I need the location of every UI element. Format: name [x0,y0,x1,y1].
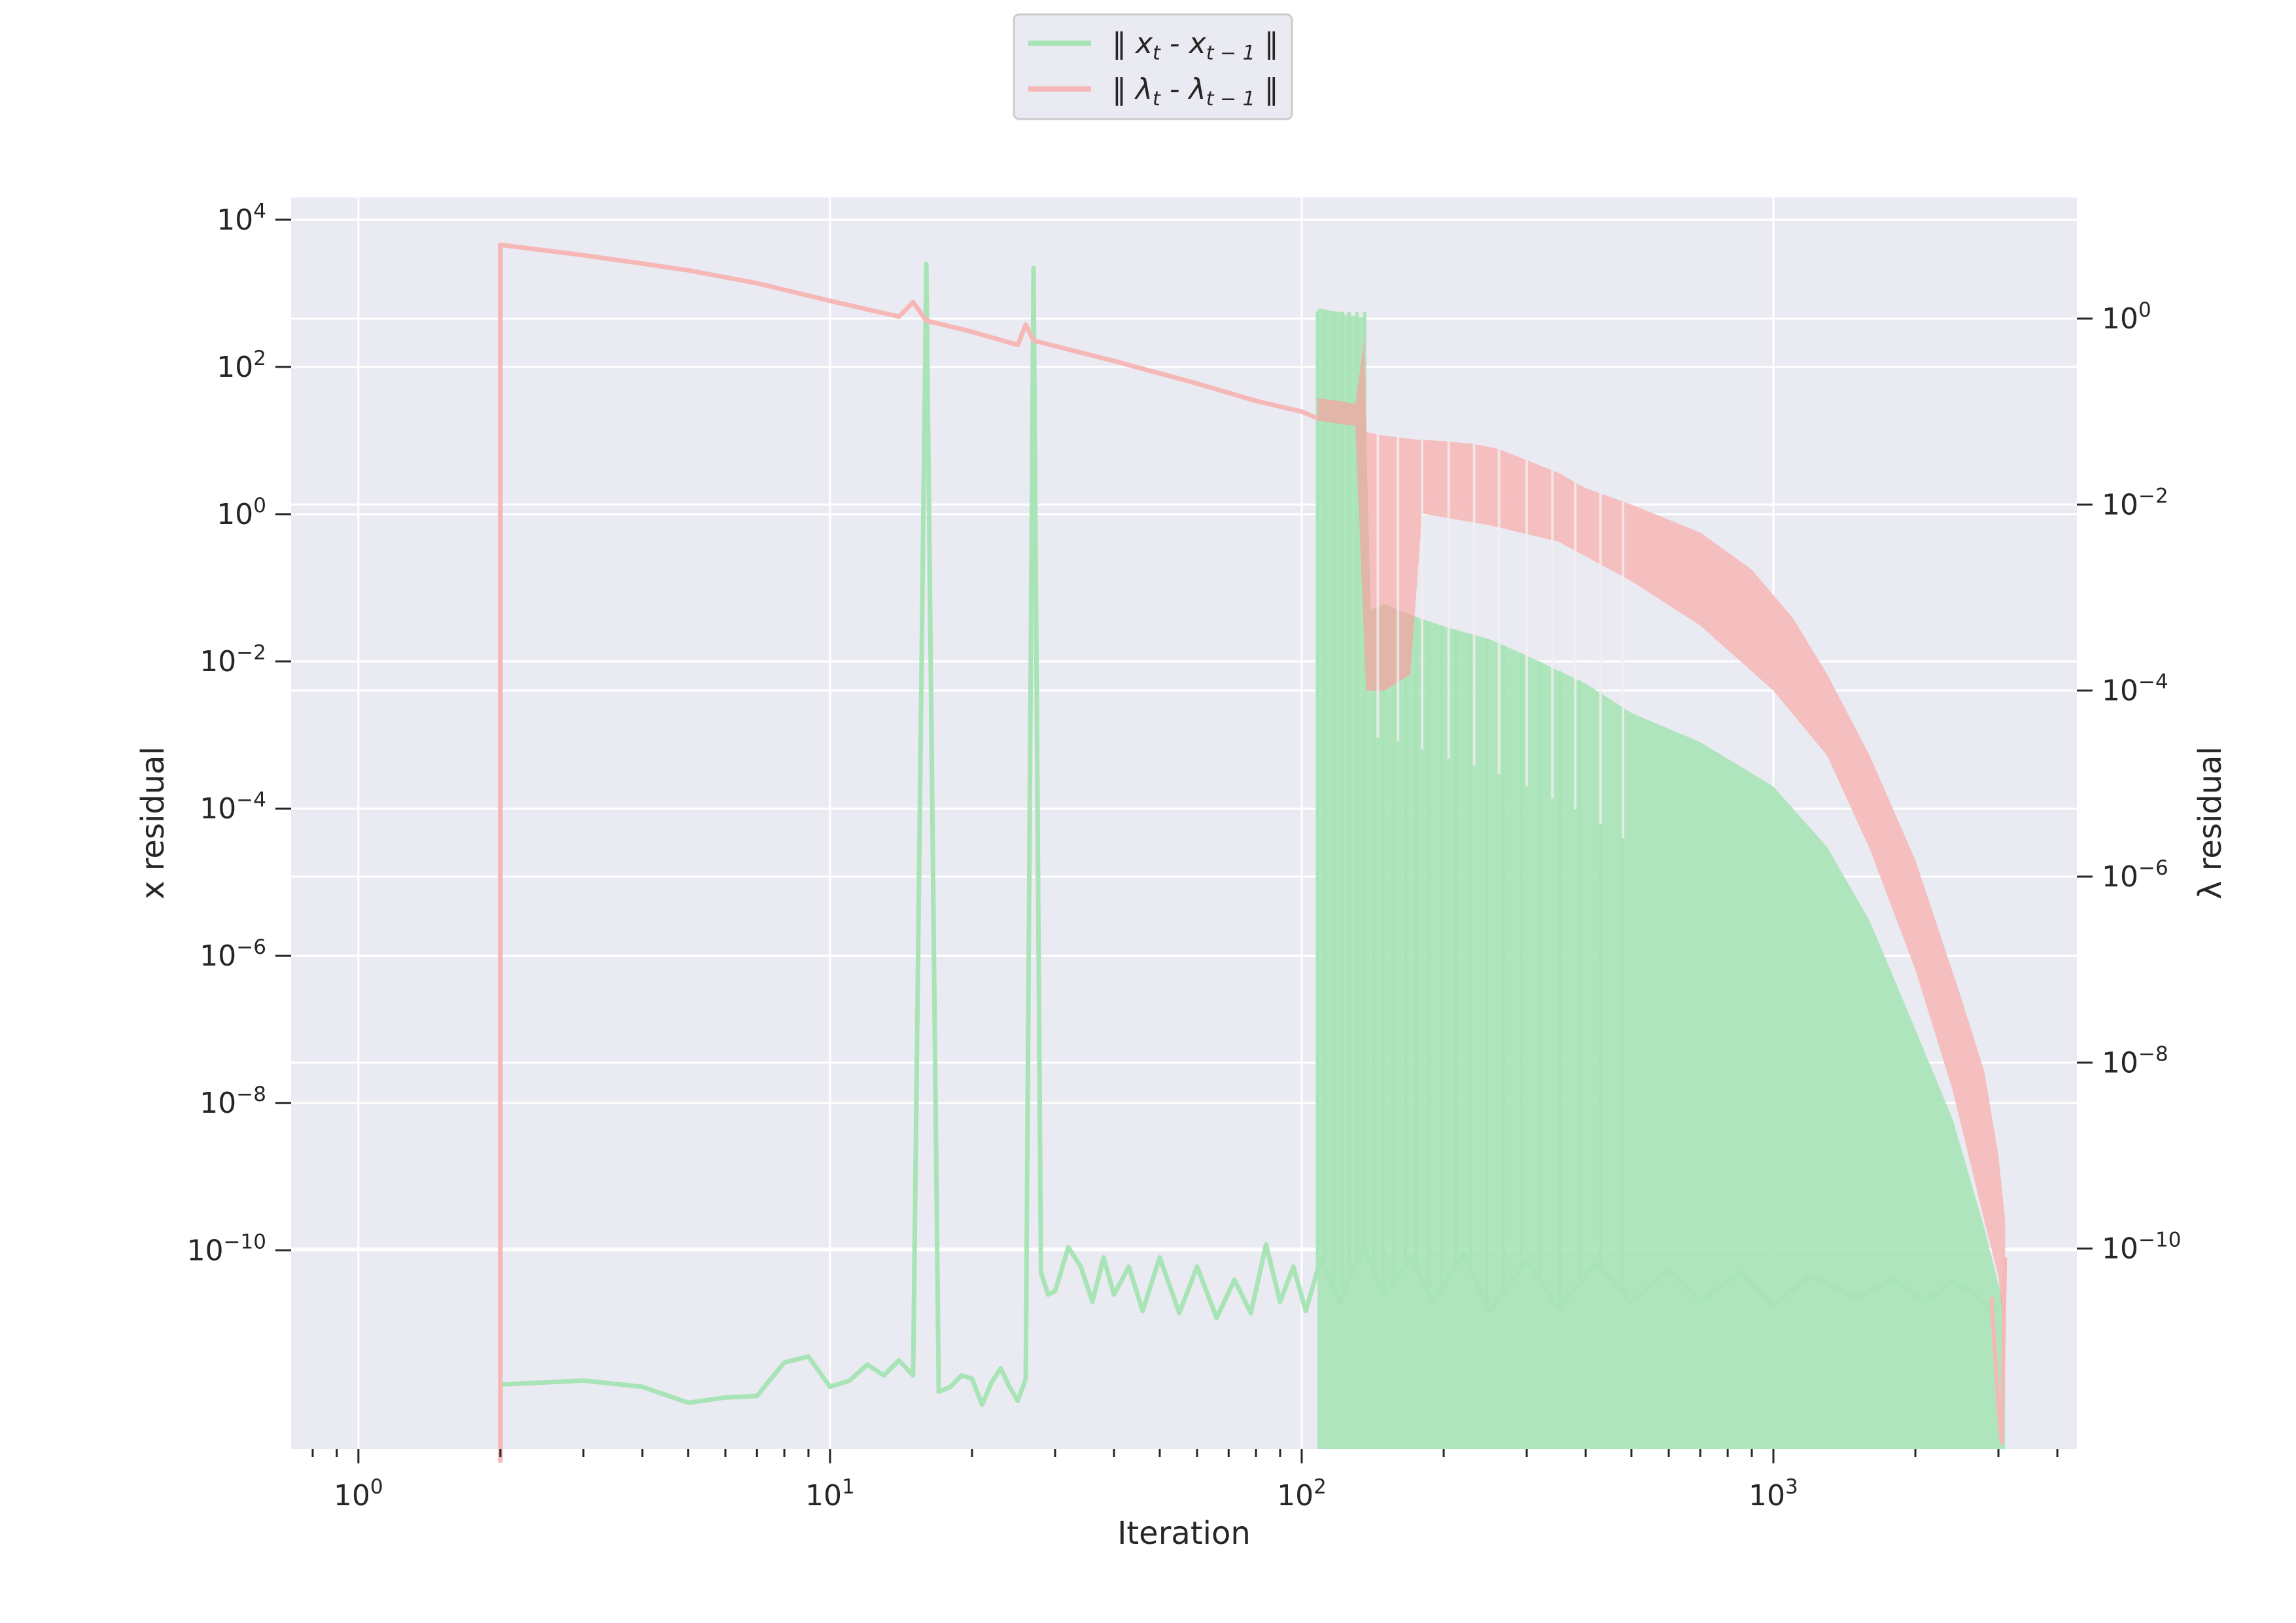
axes: 100 101 102 103 104 102 100 10−2 10−4 10−6 10−8 10−… [135,200,2229,1552]
y-right-tick-label: 10−8 [2102,1042,2168,1079]
x-axis-title: Iteration [1117,1515,1251,1552]
y-right-tick-label: 10−2 [2102,484,2168,521]
lambda-residual-tail [1989,1257,2008,1444]
x-tick-label: 101 [805,1475,855,1512]
y-left-axis-title: x residual [135,746,171,899]
y-left-tick-label: 100 [217,494,266,531]
y-right-tick-label: 10−6 [2102,856,2168,894]
x-residual-envelope [1317,308,2006,1449]
legend-entry-label: ‖ λt - λt − 1 ‖ [1112,73,1279,111]
y-left-tick-label: 10−4 [200,788,266,826]
lambda-residual-line [498,242,1319,1463]
lambda-residual-envelope [1317,336,2006,1342]
x-tick-label: 102 [1277,1475,1327,1512]
x-tick-label: 100 [334,1475,383,1512]
y-right-tick-label: 10−4 [2102,671,2168,708]
y-right-tick-label: 100 [2102,298,2151,336]
y-left-tick-label: 102 [217,347,266,384]
y-right-tick-label: 10−10 [2102,1229,2181,1266]
y-left-tick-label: 10−8 [200,1083,266,1120]
y-right-axis-title: λ residual [2192,746,2229,899]
y-left-tick-label: 10−2 [200,641,266,678]
x-tick-label: 103 [1748,1475,1798,1512]
data-marks [498,242,2008,1463]
y-left-tick-label: 104 [217,200,266,237]
y-left-tick-label: 10−6 [200,935,266,973]
y-left-tick-label: 10−10 [187,1230,266,1267]
x-residual-line [500,262,2000,1407]
legend-entry-label: ‖ xt - xt − 1 ‖ [1112,27,1279,65]
legend: ‖ xt - xt − 1 ‖ ‖ λt - λt − 1 ‖ [1013,13,1293,120]
